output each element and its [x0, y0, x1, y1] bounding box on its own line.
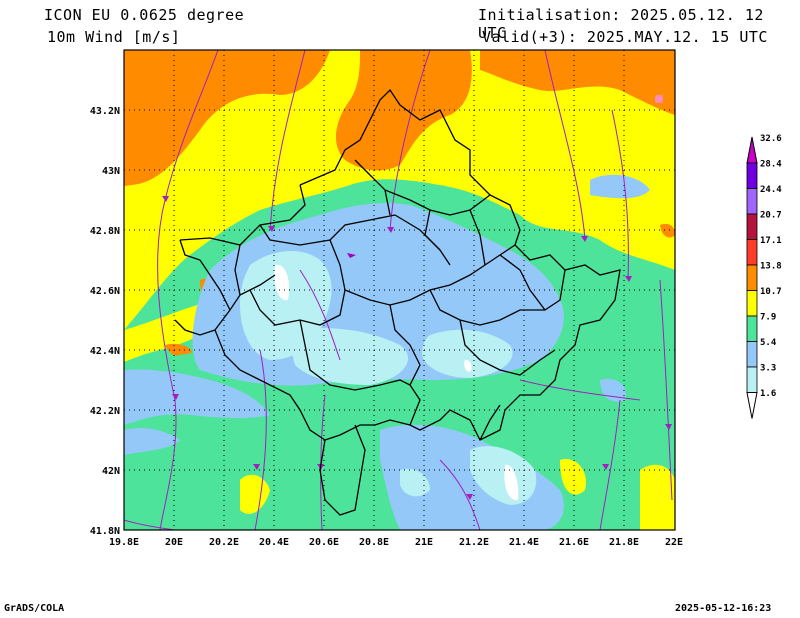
lon-label: 21.4E — [509, 537, 539, 548]
lat-label: 43.2N — [90, 106, 120, 117]
colorbar-label: 1.6 — [760, 389, 776, 399]
colorbar-swatch — [746, 239, 758, 266]
lon-label: 21E — [415, 537, 433, 548]
lon-axis: 19.8E 20E 20.2E 20.4E 20.6E 20.8E 21E 21… — [109, 537, 683, 548]
lat-axis: 43.2N 43N 42.8N 42.6N 42.4N 42.2N 42N 41… — [90, 106, 120, 537]
lat-label: 42.8N — [90, 226, 120, 237]
lat-label: 42.4N — [90, 346, 120, 357]
init-time: Initialisation: 2025.05.12. 12 UTC — [478, 6, 764, 42]
footer-timestamp: 2025-05-12-16:23 — [675, 603, 772, 614]
colorbar-label: 10.7 — [760, 287, 782, 297]
colorbar: 1.6 3.3 5.4 7.9 10.7 13.8 17.1 20.7 24.4 28.4 32.6 — [746, 134, 782, 419]
colorbar-swatch — [746, 162, 758, 189]
colorbar-swatch — [746, 315, 758, 342]
graticule — [124, 50, 675, 530]
lat-label: 41.8N — [90, 526, 120, 537]
lon-label: 20.4E — [259, 537, 289, 548]
colorbar-top-triangle — [746, 136, 758, 164]
lon-label: 20E — [165, 537, 183, 548]
colorbar-label: 3.3 — [760, 364, 776, 374]
colorbar-swatch — [746, 366, 758, 393]
lat-label: 42N — [102, 466, 120, 477]
colorbar-label: 20.7 — [760, 211, 782, 221]
lon-label: 20.8E — [359, 537, 389, 548]
lon-label: 20.6E — [309, 537, 339, 548]
colorbar-label: 17.1 — [760, 236, 782, 246]
lon-label: 19.8E — [109, 537, 139, 548]
lon-label: 20.2E — [209, 537, 239, 548]
colorbar-swatch — [746, 213, 758, 240]
lon-label: 21.6E — [559, 537, 589, 548]
colorbar-label: 24.4 — [760, 185, 782, 195]
colorbar-label: 13.8 — [760, 262, 782, 272]
streamline-arrowheads — [162, 196, 672, 500]
colorbar-bottom-triangle — [746, 392, 758, 419]
colorbar-label: 28.4 — [760, 160, 782, 170]
lat-label: 43N — [102, 166, 120, 177]
footer-left: GrADS/COLA — [4, 603, 65, 614]
lon-label: 21.8E — [609, 537, 639, 548]
field-title: 10m Wind [m/s] — [47, 28, 181, 46]
colorbar-label: 5.4 — [760, 338, 777, 348]
lat-label: 42.2N — [90, 406, 120, 417]
model-title: ICON EU 0.0625 degree — [44, 6, 245, 24]
colorbar-swatch — [746, 290, 758, 317]
colorbar-label: 7.9 — [760, 313, 776, 323]
lat-label: 42.6N — [90, 286, 120, 297]
colorbar-swatch — [746, 341, 758, 368]
map-frame — [123, 49, 676, 531]
colorbar-swatch — [746, 188, 758, 215]
admin-borders — [174, 88, 621, 516]
lon-label: 21.2E — [459, 537, 489, 548]
valid-time: Valid(+3): 2025.MAY.12. 15 UTC — [482, 28, 768, 46]
lon-label: 22E — [665, 537, 683, 548]
colorbar-swatch — [746, 264, 758, 291]
colorbar-label: 32.6 — [760, 134, 782, 144]
